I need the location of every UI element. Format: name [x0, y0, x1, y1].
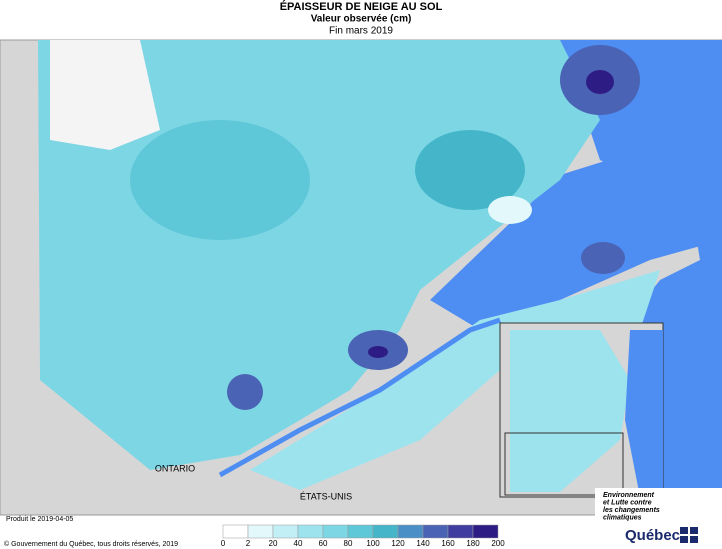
inset-map: [499, 322, 664, 498]
snow-zone: [368, 346, 388, 358]
subtitle: Valeur observée (cm): [311, 14, 412, 25]
legend-box: [247, 524, 274, 539]
snow-zone: [227, 374, 263, 410]
ministry-line: les changements: [603, 507, 660, 514]
legend-box: [397, 524, 424, 539]
river: [218, 317, 501, 478]
gulf: [430, 150, 722, 330]
inset-box: [504, 432, 624, 496]
legend-tick-label: 2: [246, 539, 251, 548]
title: ÉPAISSEUR DE NEIGE AU SOL: [280, 0, 443, 13]
legend: 0 2 20 40 60 80 100 120 140 160 180 200: [221, 524, 505, 548]
legend-tick-label: 120: [391, 539, 405, 548]
legend-tick-label: 0: [221, 539, 226, 548]
legend-tick-label: 160: [441, 539, 455, 548]
ministry-line: climatiques: [603, 514, 642, 521]
legend-box: [422, 524, 449, 539]
legend-tick-label: 60: [319, 539, 328, 548]
snow-zone: [488, 196, 532, 224]
legend-tick-label: 100: [366, 539, 380, 548]
map-label: ONTARIO: [155, 463, 195, 473]
legend-tick-label: 20: [269, 539, 278, 548]
legend-box: [222, 524, 249, 539]
legend-tick-label: 180: [466, 539, 480, 548]
no-data: [50, 40, 160, 150]
copyright: © Gouvernement du Québec, tous droits ré…: [4, 540, 178, 548]
ministry-line: Environnement: [603, 492, 655, 499]
legend-tick-label: 140: [416, 539, 430, 548]
ministry-line: et Lutte contre: [603, 499, 652, 506]
legend-box: [472, 524, 499, 539]
legend-box: [297, 524, 324, 539]
snow-zone: [415, 130, 525, 210]
legend-box: [372, 524, 399, 539]
water: [560, 40, 722, 515]
map: ONTARIO ÉTATS-UNIS: [0, 39, 722, 516]
inset-snow: [510, 330, 630, 492]
inset-water: [625, 330, 663, 497]
snow-zone: [586, 70, 614, 94]
legend-tick-label: 200: [491, 539, 505, 548]
snow-zone: [581, 242, 625, 274]
period: Fin mars 2019: [329, 26, 393, 37]
brand: Québec: [625, 527, 680, 544]
produced: Produit le 2019-04-05: [6, 516, 73, 523]
legend-tick-label: 40: [294, 539, 303, 548]
map-label: ÉTATS-UNIS: [300, 491, 352, 501]
legend-box: [272, 524, 299, 539]
legend-tick-label: 80: [344, 539, 353, 548]
legend-box: [322, 524, 349, 539]
legend-box: [347, 524, 374, 539]
snow-zone: [130, 120, 310, 240]
logo-box: [595, 488, 722, 549]
brand-flag: [680, 527, 698, 543]
legend-box: [447, 524, 474, 539]
